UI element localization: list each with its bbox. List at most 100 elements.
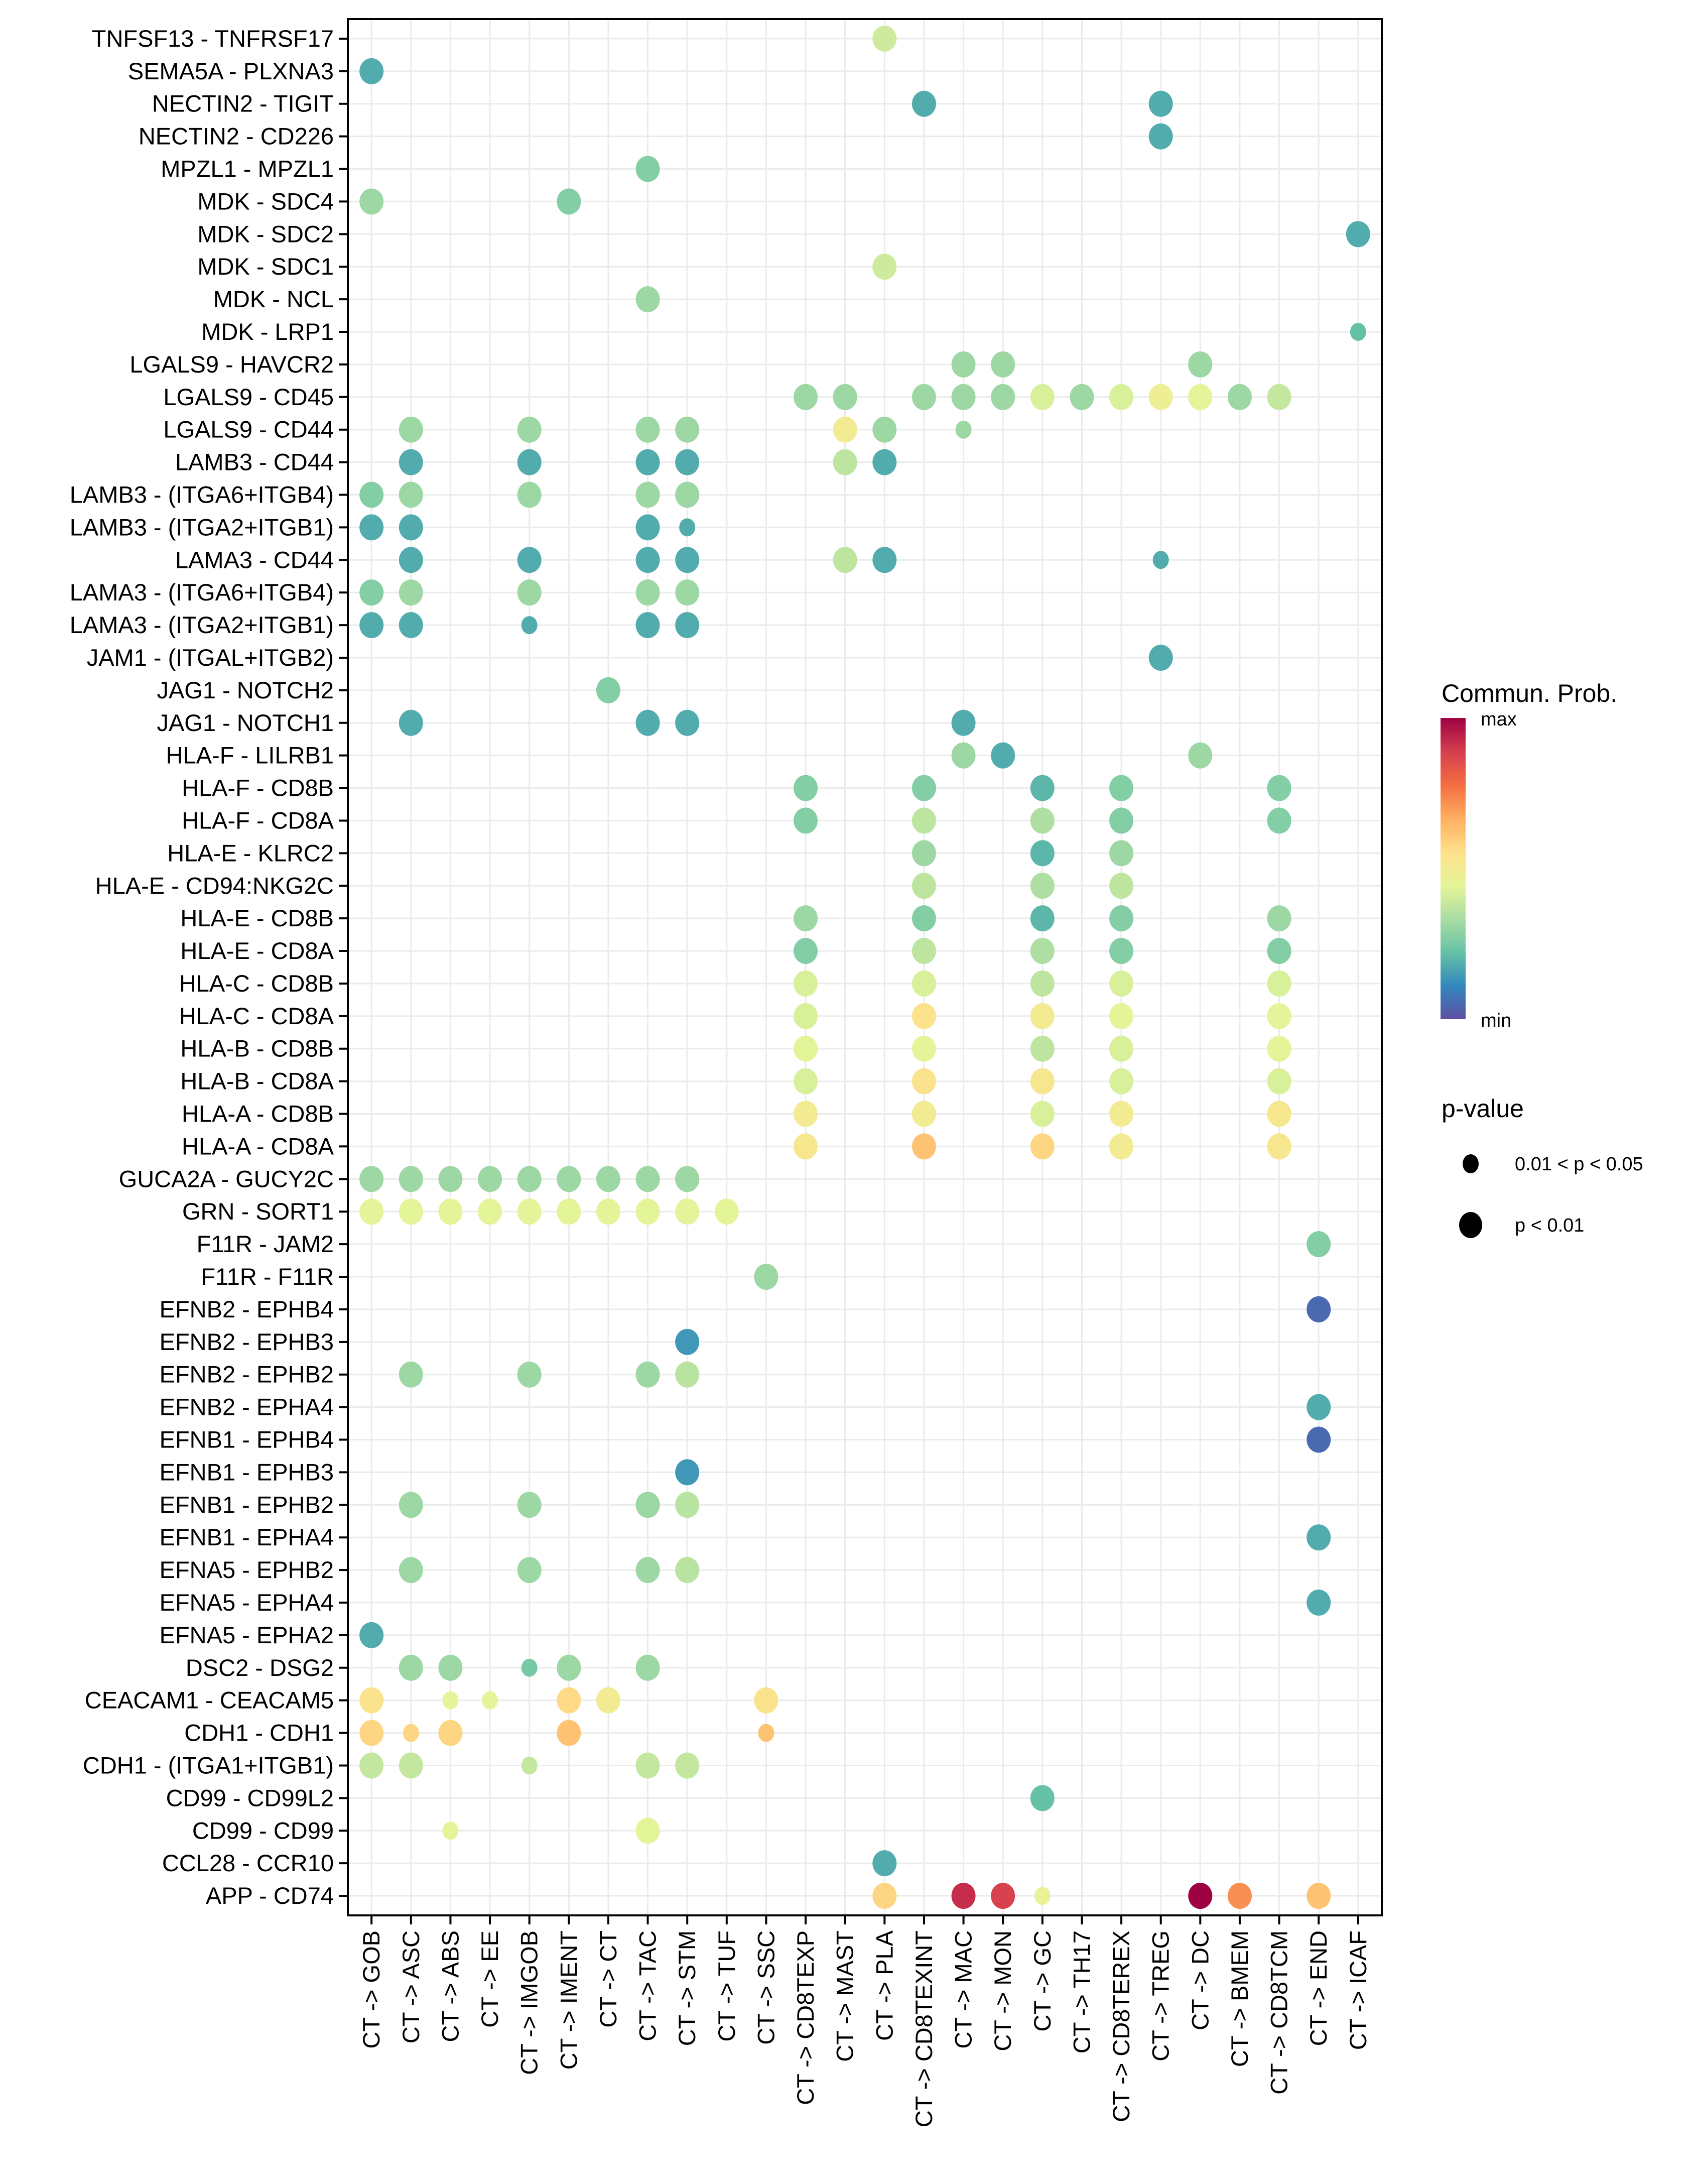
x-tick-label: CT -> BMEM: [1226, 1930, 1253, 2067]
x-tick-label: CT -> EE: [476, 1930, 503, 2028]
data-point: [399, 547, 423, 573]
data-point: [951, 1883, 976, 1909]
data-point: [1030, 775, 1055, 801]
data-point: [557, 188, 581, 215]
data-point: [872, 449, 897, 475]
y-tick-label: MDK - SDC1: [197, 253, 334, 280]
data-point: [1109, 938, 1134, 964]
size-legend: p-value 0.01 < p < 0.05 p < 0.01: [1442, 1095, 1643, 1238]
x-tick-label: CT -> STM: [674, 1930, 700, 2046]
data-point: [1030, 1101, 1055, 1127]
x-tick-label: CT -> GOB: [358, 1930, 384, 2048]
data-point: [794, 1068, 818, 1095]
data-point: [438, 1198, 463, 1225]
data-point: [635, 709, 660, 736]
data-point: [794, 1133, 818, 1160]
data-point: [794, 1035, 818, 1062]
y-tick-label: MPZL1 - MPZL1: [161, 156, 334, 182]
y-tick-label: HLA-E - CD94:NKG2C: [95, 872, 334, 899]
data-point: [911, 1101, 936, 1127]
data-point: [635, 1361, 660, 1388]
y-tick-label: MDK - NCL: [213, 286, 334, 312]
data-point: [951, 384, 976, 410]
data-point: [517, 1492, 542, 1518]
y-tick-label: EFNB1 - EPHB2: [160, 1491, 334, 1518]
x-tick-label: CT -> TAC: [634, 1930, 661, 2041]
data-point: [1030, 905, 1055, 932]
data-point: [517, 1166, 542, 1192]
y-tick-label: SEMA5A - PLXNA3: [128, 58, 334, 84]
data-point: [596, 677, 620, 703]
data-point: [911, 1133, 936, 1160]
y-tick-label: HLA-F - CD8A: [182, 807, 334, 833]
data-point: [911, 970, 936, 997]
data-point: [1188, 384, 1213, 410]
data-point: [833, 547, 857, 573]
data-point: [399, 1654, 423, 1681]
data-point: [1030, 970, 1055, 997]
x-tick-label: CT -> MAST: [832, 1930, 858, 2062]
y-tick-label: LGALS9 - CD45: [163, 384, 334, 410]
data-point: [675, 1492, 700, 1518]
data-point: [1227, 1883, 1252, 1909]
data-point: [1267, 1035, 1291, 1062]
data-point: [911, 1035, 936, 1062]
data-point: [635, 449, 660, 475]
data-point: [675, 709, 700, 736]
data-point: [517, 547, 542, 573]
data-point: [675, 481, 700, 508]
data-point: [675, 1166, 700, 1192]
x-tick-label: CT -> MON: [989, 1930, 1016, 2051]
data-point: [679, 518, 696, 537]
y-tick-label: JAM1 - (ITGAL+ITGB2): [87, 644, 334, 671]
y-tick-label: EFNA5 - EPHA4: [160, 1589, 334, 1616]
size-legend-large-dot: [1459, 1212, 1482, 1238]
data-point: [1267, 905, 1291, 932]
data-point: [1188, 351, 1213, 378]
data-point: [1267, 1003, 1291, 1029]
data-point: [675, 1361, 700, 1388]
data-point: [399, 1557, 423, 1584]
data-point: [635, 1492, 660, 1518]
y-tick-label: LGALS9 - CD44: [163, 416, 334, 443]
data-point: [359, 612, 384, 639]
data-point: [675, 579, 700, 606]
data-point: [754, 1264, 778, 1290]
data-point: [399, 1198, 423, 1225]
x-tick-label: CT -> ASC: [398, 1930, 424, 2043]
data-point: [1267, 1068, 1291, 1095]
data-point: [955, 420, 972, 439]
data-point: [675, 1752, 700, 1779]
data-point: [1030, 807, 1055, 834]
data-point: [399, 1361, 423, 1388]
y-tick-label: EFNB2 - EPHB3: [160, 1328, 334, 1355]
data-point: [1148, 90, 1173, 117]
data-point: [833, 416, 857, 443]
data-point: [675, 1557, 700, 1584]
data-point: [635, 547, 660, 573]
data-point: [517, 1361, 542, 1388]
data-point: [557, 1166, 581, 1192]
data-point: [635, 286, 660, 313]
data-point: [1267, 775, 1291, 801]
y-tick-label: HLA-C - CD8B: [179, 970, 334, 997]
data-point: [557, 1654, 581, 1681]
data-point: [675, 1328, 700, 1355]
data-point: [359, 1687, 384, 1714]
data-point: [1267, 384, 1291, 410]
data-point: [794, 807, 818, 834]
data-point: [1267, 1133, 1291, 1160]
data-point: [557, 1198, 581, 1225]
data-point: [1109, 775, 1134, 801]
y-tick-label: CDH1 - (ITGA1+ITGB1): [83, 1752, 334, 1778]
x-tick-label: CT -> CT: [595, 1930, 621, 2028]
data-point: [517, 449, 542, 475]
data-point: [517, 416, 542, 443]
y-axis: TNFSF13 - TNFRSF17 SEMA5A - PLXNA3 NECTIN2…: [70, 25, 348, 1909]
y-tick-label: EFNB2 - EPHA4: [160, 1394, 334, 1420]
data-point: [442, 1691, 459, 1710]
data-point: [359, 1198, 384, 1225]
data-point: [1350, 323, 1366, 341]
data-point: [1188, 1883, 1213, 1909]
data-point: [1188, 742, 1213, 769]
